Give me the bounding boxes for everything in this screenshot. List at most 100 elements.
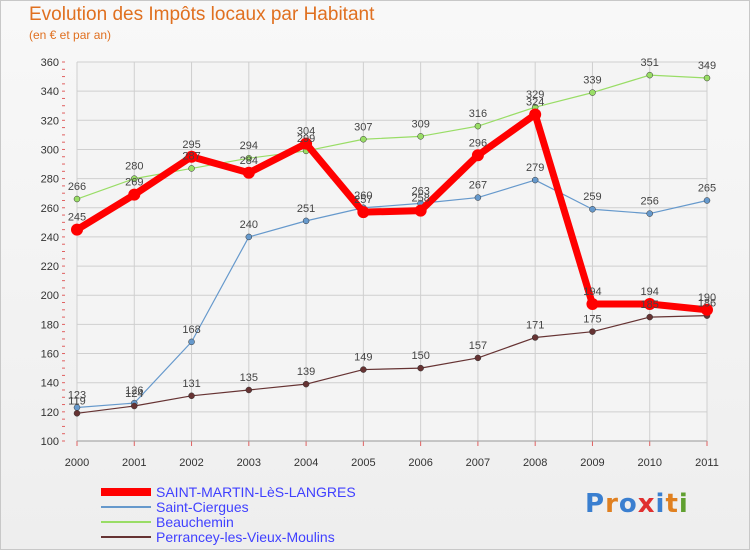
data-point [71, 223, 83, 236]
data-label: 265 [698, 182, 716, 194]
data-label: 135 [240, 372, 258, 384]
data-label: 171 [526, 320, 544, 332]
data-point [417, 364, 424, 372]
legend-label: SAINT-MARTIN-LèS-LANGRES [156, 484, 356, 500]
data-point [188, 338, 195, 346]
data-point [302, 217, 310, 225]
x-tick-label: 2000 [65, 457, 89, 469]
data-label: 287 [182, 150, 200, 162]
data-point [128, 188, 141, 201]
legend-swatch [101, 521, 151, 523]
data-point [701, 303, 713, 316]
proxiti-logo: Proxiti [585, 489, 689, 519]
data-point [589, 328, 596, 335]
data-label: 294 [240, 140, 258, 152]
y-tick-label: 340 [41, 86, 59, 98]
data-label: 266 [68, 181, 86, 193]
data-point [586, 297, 599, 310]
data-label: 131 [182, 378, 200, 390]
y-tick-label: 360 [41, 57, 59, 69]
data-point [529, 108, 542, 121]
y-tick-label: 260 [41, 203, 59, 215]
data-point [589, 205, 596, 213]
data-point [360, 136, 367, 143]
axes: 100 120 140 160 180 200 220 240 260 280 300 320 340 3… [41, 57, 719, 469]
legend-swatch [101, 536, 151, 538]
data-label: 194 [641, 286, 659, 298]
y-tick-label: 140 [41, 378, 59, 390]
data-label: 251 [297, 203, 315, 215]
series-line-0 [73, 110, 711, 314]
data-label: 185 [641, 299, 659, 311]
data-label: 186 [698, 298, 716, 310]
data-point [703, 74, 711, 82]
x-tick-label: 2006 [408, 457, 432, 469]
x-tick-label: 2005 [351, 457, 375, 469]
data-label: 257 [354, 194, 372, 206]
data-label: 339 [583, 75, 601, 87]
plot-area [77, 62, 707, 441]
y-tick-label: 120 [41, 407, 59, 419]
x-tick-label: 2004 [294, 457, 318, 469]
grid [76, 61, 708, 442]
x-tick-label: 2001 [122, 457, 146, 469]
data-point [185, 150, 198, 163]
chart-subtitle: (en € et par an) [29, 28, 112, 42]
x-tick-label: 2008 [523, 457, 547, 469]
data-label: 295 [182, 139, 200, 151]
data-point [131, 175, 138, 182]
data-label: 175 [583, 314, 601, 326]
data-point [646, 210, 653, 217]
data-label: 124 [125, 388, 143, 400]
data-point [302, 380, 310, 388]
y-tick-label: 320 [41, 115, 59, 127]
data-label: 269 [125, 177, 143, 189]
data-label: 256 [641, 196, 659, 208]
x-tick-label: 2003 [237, 457, 261, 469]
series-line-1 [76, 179, 708, 409]
series-line-3 [76, 315, 708, 414]
data-point [300, 137, 313, 150]
y-tick-label: 180 [41, 319, 59, 331]
data-point [643, 297, 656, 310]
data-point [245, 233, 253, 241]
data-label: 149 [354, 352, 372, 364]
data-label: 307 [354, 121, 372, 133]
data-point [73, 195, 81, 203]
data-point [417, 133, 424, 140]
x-tick-label: 2011 [695, 457, 719, 469]
data-label: 168 [182, 324, 200, 336]
data-label: 329 [526, 89, 544, 101]
data-label: 267 [469, 180, 487, 192]
data-label: 260 [354, 190, 372, 202]
data-point [188, 165, 195, 172]
y-tick-label: 160 [41, 349, 59, 361]
data-label: 299 [297, 133, 315, 145]
data-label: 263 [411, 185, 429, 197]
data-point [646, 71, 653, 79]
data-label: 309 [411, 118, 429, 130]
data-label: 119 [68, 395, 86, 407]
data-label: 190 [698, 292, 716, 304]
data-label: 316 [469, 108, 487, 120]
data-point [589, 89, 596, 96]
legend-swatch [101, 506, 151, 508]
data-point [242, 166, 255, 179]
x-tick-label: 2010 [637, 457, 661, 469]
data-point [245, 154, 253, 162]
data-point [73, 410, 81, 417]
data-label: 123 [68, 389, 86, 401]
data-point [531, 176, 539, 184]
data-point [474, 354, 482, 362]
data-point [703, 197, 711, 204]
x-tick-label: 2007 [466, 457, 490, 469]
x-tick-label: 2002 [179, 457, 203, 469]
data-label: 304 [297, 126, 315, 138]
legend-label: Beauchemin [156, 514, 234, 530]
data-label: 259 [583, 191, 601, 203]
data-point [471, 149, 484, 162]
chart-title: Evolution des Impôts locaux par Habitant [29, 4, 375, 25]
data-point [245, 386, 253, 394]
